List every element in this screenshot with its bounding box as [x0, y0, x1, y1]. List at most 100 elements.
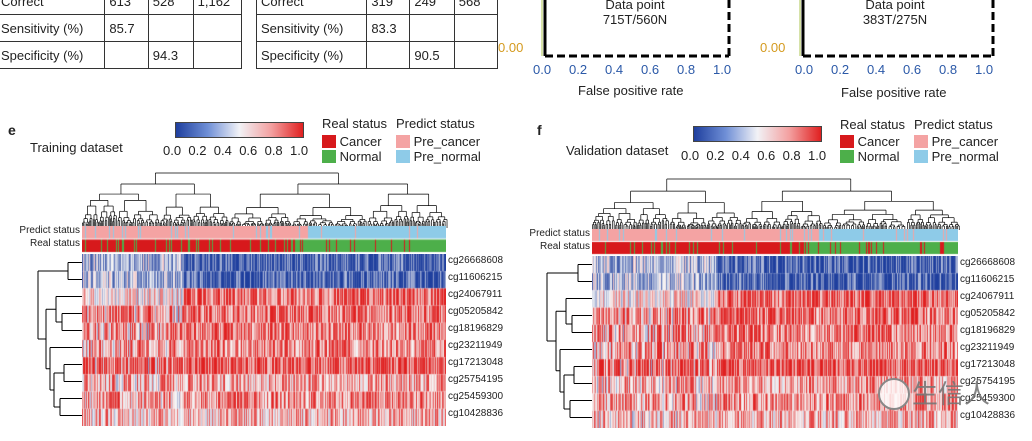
validation-table-cell: 568 [453, 0, 499, 15]
wechat-icon [878, 378, 910, 410]
real-status-legend-f: Cancer Normal [840, 134, 900, 164]
colorbar-tick: 1.0 [808, 148, 827, 163]
validation-table-cell [453, 14, 499, 42]
sample-dendrogram-e [82, 172, 448, 228]
training-table-cell: Correct [0, 0, 106, 15]
colorbar-e [175, 122, 304, 138]
gene-label: cg17213048 [960, 359, 1016, 370]
roc-training-y-tick: 0.00 [498, 40, 524, 55]
roc-frame-training [541, 0, 731, 58]
roc-x-tick: 0.6 [903, 62, 922, 77]
training-table-cell: 528 [147, 0, 194, 15]
colorbar-e-ticks: 0.0 0.2 0.4 0.6 0.8 1.0 [163, 143, 313, 159]
training-table-row: Sensitivity (%) 85.7 [0, 14, 243, 42]
training-table-cell: 94.3 [147, 41, 194, 69]
validation-table-cell: Sensitivity (%) [255, 14, 368, 42]
training-stats-table: Correct 613 528 1,162 Sensitivity (%) 85.7 Spe… [0, 0, 243, 69]
roc-validation-data-point-value: 383T/275N [862, 12, 928, 27]
training-table-cell: Specificity (%) [0, 41, 106, 69]
sample-dendrogram-f [592, 178, 960, 230]
colorbar-tick: 0.0 [681, 148, 700, 163]
panel-e-title: Training dataset [30, 140, 123, 155]
gene-label: cg18196829 [448, 323, 504, 334]
legend-cancer-f: Cancer [857, 134, 900, 149]
predict-status-row-label-e: Predict status [19, 225, 80, 236]
validation-table-cell: 83.3 [366, 14, 411, 42]
colorbar-tick: 1.0 [290, 143, 309, 158]
training-table-row: Specificity (%) 94.3 [0, 41, 243, 69]
roc-frame-validation [799, 0, 995, 58]
validation-table-row: Sensitivity (%) 83.3 [255, 14, 499, 42]
roc-x-tick: 0.2 [831, 62, 850, 77]
roc-validation-y-tick: 0.00 [760, 40, 786, 55]
real-status-row-label-f: Real status [539, 241, 590, 252]
real-status-legend-e: Cancer Normal [322, 134, 382, 164]
colorbar-tick: 0.8 [264, 143, 283, 158]
status-bars-f [592, 229, 958, 255]
gene-label: cg05205842 [960, 308, 1016, 319]
legend-pre-cancer-f: Pre_cancer [931, 134, 999, 149]
predict-status-legend-e: Pre_cancer Pre_normal [396, 134, 481, 164]
real-status-legend-title-e: Real status [322, 116, 388, 131]
gene-label: cg23211949 [960, 342, 1015, 353]
training-table-cell [192, 41, 243, 69]
gene-dendrogram-f [546, 264, 592, 418]
validation-stats-table: Correct 319 249 568 Sensitivity (%) 83.3 Speci… [255, 0, 499, 69]
gene-label: cg25459300 [960, 393, 1016, 404]
roc-x-tick: 0.0 [795, 62, 814, 77]
roc-x-tick: 0.6 [641, 62, 660, 77]
real-status-row-label-e: Real status [29, 238, 80, 249]
validation-table-row: Specificity (%) 90.5 [255, 41, 499, 69]
roc-validation-x-ticks: 0.0 0.2 0.4 0.6 0.8 1.0 [795, 62, 997, 78]
roc-training-data-point-title: Data point [605, 0, 665, 12]
validation-table-cell [366, 41, 411, 69]
legend-pre-cancer-e: Pre_cancer [413, 134, 481, 149]
predict-status-row-label-f: Predict status [529, 228, 590, 239]
roc-x-tick: 0.4 [605, 62, 624, 77]
roc-x-tick: 1.0 [713, 62, 732, 77]
gene-label: cg18196829 [960, 325, 1016, 336]
colorbar-f [693, 126, 822, 142]
watermark-text: 生信人 [912, 379, 991, 409]
training-table-cell: Sensitivity (%) [0, 14, 106, 42]
gene-label: cg26668608 [960, 257, 1016, 268]
heatmap-e [82, 254, 446, 426]
validation-table-cell: 319 [366, 0, 411, 15]
colorbar-tick: 0.6 [239, 143, 258, 158]
roc-training-xlabel: False positive rate [578, 83, 684, 98]
gene-label: cg17213048 [448, 357, 504, 368]
gene-label: cg24067911 [960, 291, 1015, 302]
status-bars-e [82, 226, 446, 253]
gene-label: cg11606215 [448, 272, 503, 283]
roc-x-tick: 0.0 [533, 62, 552, 77]
validation-table-row: Correct 319 249 568 [255, 0, 499, 15]
training-table-cell [147, 14, 194, 42]
legend-pre-normal-f: Pre_normal [931, 149, 999, 164]
validation-table-cell: Specificity (%) [255, 41, 368, 69]
training-table-row: Correct 613 528 1,162 [0, 0, 243, 15]
predict-status-legend-f: Pre_cancer Pre_normal [914, 134, 999, 164]
panel-f-title: Validation dataset [566, 143, 669, 158]
training-table-cell: 85.7 [104, 14, 149, 42]
legend-cancer-e: Cancer [339, 134, 382, 149]
gene-label: cg23211949 [448, 340, 503, 351]
gene-label: cg10428836 [448, 408, 504, 419]
roc-training-x-ticks: 0.0 0.2 0.4 0.6 0.8 1.0 [533, 62, 733, 78]
validation-table-cell [453, 41, 499, 69]
roc-validation-xlabel: False positive rate [841, 85, 947, 100]
gene-label: cg25754195 [448, 374, 504, 385]
colorbar-tick: 0.2 [706, 148, 725, 163]
gene-label: cg25459300 [448, 391, 504, 402]
predict-status-legend-title-f: Predict status [914, 117, 993, 132]
gene-label: cg11606215 [960, 274, 1015, 285]
colorbar-tick: 0.4 [731, 148, 750, 163]
validation-table-cell: 249 [409, 0, 455, 15]
panel-letter-e: e [8, 122, 16, 138]
predict-status-legend-title-e: Predict status [396, 116, 475, 131]
legend-normal-e: Normal [339, 149, 382, 164]
real-status-legend-title-f: Real status [840, 117, 906, 132]
roc-validation-data-point-title: Data point [865, 0, 925, 12]
validation-table-cell: 90.5 [409, 41, 455, 69]
training-table-cell [192, 14, 243, 42]
gene-label: cg05205842 [448, 306, 504, 317]
